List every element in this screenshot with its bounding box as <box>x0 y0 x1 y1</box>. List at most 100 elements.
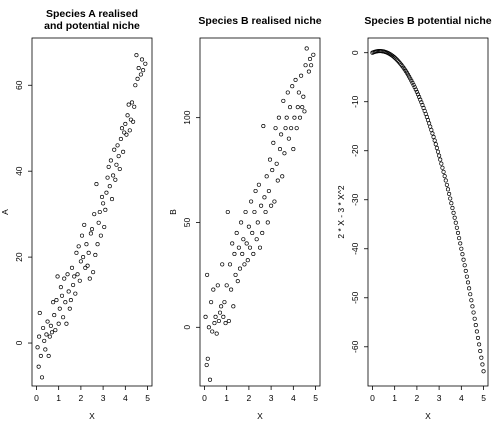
data-point <box>102 224 107 230</box>
plot-frame <box>31 37 153 387</box>
data-point <box>276 115 281 120</box>
data-point <box>297 115 303 120</box>
data-point <box>62 276 67 281</box>
data-point <box>75 272 80 277</box>
data-point <box>430 131 435 136</box>
data-point <box>452 215 457 220</box>
data-point <box>264 174 269 179</box>
data-point <box>451 210 456 215</box>
data-point <box>475 335 481 340</box>
data-point <box>438 157 443 162</box>
chart-title: Species B potential niche <box>364 15 491 27</box>
data-point <box>444 182 449 187</box>
data-point <box>122 130 127 135</box>
data-point <box>453 220 458 225</box>
data-point <box>481 369 486 374</box>
data-point <box>295 105 300 110</box>
y-tick-label: -20 <box>350 144 360 157</box>
data-point <box>211 287 216 292</box>
y-tick-label: 20 <box>14 252 24 262</box>
data-point <box>284 115 289 120</box>
data-point <box>435 149 441 154</box>
data-point <box>78 259 83 264</box>
data-point <box>442 174 447 179</box>
data-point <box>392 55 397 60</box>
data-point <box>440 165 445 170</box>
data-point <box>307 56 313 62</box>
data-point <box>246 224 251 229</box>
data-point <box>133 83 138 88</box>
data-point <box>455 230 461 235</box>
data-point <box>111 173 116 178</box>
data-point <box>280 174 285 179</box>
data-point <box>304 46 309 51</box>
data-point <box>95 242 100 247</box>
data-point <box>251 251 256 256</box>
data-point <box>96 220 101 225</box>
data-point <box>51 300 56 305</box>
data-point <box>123 121 128 126</box>
data-point <box>205 356 210 361</box>
data-point <box>46 353 51 358</box>
data-point <box>81 255 86 260</box>
y-tick-label: 100 <box>182 110 192 124</box>
data-point <box>112 147 117 152</box>
data-point <box>88 231 93 236</box>
x-tick-label: 4 <box>291 393 296 403</box>
data-point <box>139 57 145 62</box>
data-point <box>234 230 239 236</box>
data-point <box>57 306 62 311</box>
data-point <box>274 161 279 166</box>
data-point <box>259 203 264 208</box>
data-point <box>210 329 215 334</box>
chart-title: Species A realised <box>46 8 138 20</box>
data-point <box>477 342 482 347</box>
data-point <box>76 244 81 249</box>
x-tick-label: 5 <box>145 393 150 403</box>
data-point <box>59 293 65 298</box>
data-point <box>429 127 434 133</box>
data-point <box>247 245 253 250</box>
data-point <box>143 61 148 66</box>
data-point <box>103 207 108 212</box>
data-point <box>309 63 314 68</box>
data-point <box>84 242 89 247</box>
data-point <box>454 225 459 230</box>
data-point <box>459 246 464 251</box>
data-point <box>434 145 439 150</box>
data-point <box>91 270 96 275</box>
data-point <box>127 128 132 133</box>
x-tick-label: 0 <box>202 393 207 403</box>
data-point <box>89 227 95 232</box>
data-point <box>296 90 301 95</box>
data-point <box>44 332 49 337</box>
data-point <box>244 241 249 246</box>
data-point <box>85 263 90 268</box>
y-tick-label: 0 <box>350 50 360 55</box>
data-point <box>114 162 119 167</box>
data-point <box>116 154 121 159</box>
y-tick-label: -50 <box>350 291 360 304</box>
data-point <box>256 182 261 187</box>
data-point <box>433 142 438 147</box>
data-point <box>409 78 414 83</box>
x-axis-label: X <box>257 411 263 421</box>
data-point <box>215 283 220 288</box>
data-point <box>260 230 265 236</box>
data-point <box>134 53 139 58</box>
data-point <box>461 257 466 262</box>
data-point <box>129 100 135 105</box>
data-point <box>68 298 73 303</box>
data-point <box>262 195 267 200</box>
data-point <box>119 126 125 131</box>
data-point <box>457 236 462 241</box>
data-point <box>64 321 69 326</box>
data-points <box>370 49 486 374</box>
data-point <box>287 105 293 110</box>
data-point <box>93 252 98 258</box>
data-point <box>281 98 286 103</box>
data-point <box>292 115 297 120</box>
